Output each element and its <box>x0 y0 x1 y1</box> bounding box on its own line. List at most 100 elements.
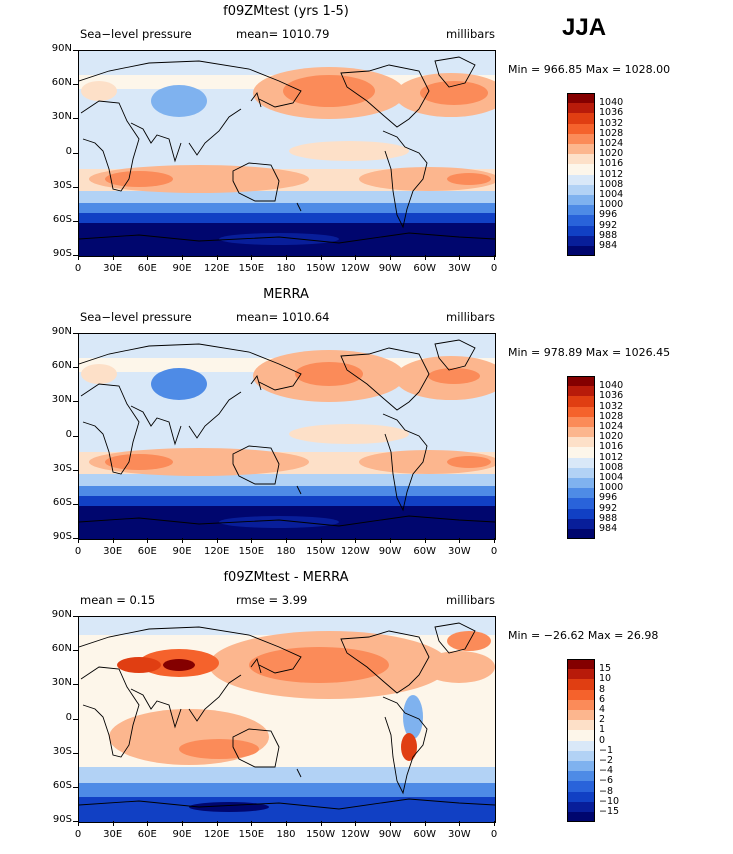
colorbar-label: 1032 <box>599 400 624 412</box>
lon-tick-label: 90W <box>378 829 402 840</box>
lat-tick <box>73 786 78 788</box>
lon-tick <box>286 821 287 826</box>
lon-tick <box>494 538 495 543</box>
lat-tick <box>73 118 78 120</box>
asian-low <box>151 85 207 117</box>
colorbar-swatch <box>567 113 595 124</box>
lon-tick <box>112 538 114 543</box>
lon-tick-label: 0 <box>74 546 82 557</box>
colorbar-label: −4 <box>599 765 614 777</box>
lat-tick <box>73 152 78 154</box>
lon-tick-label: 60E <box>137 546 157 557</box>
south-atlantic-core <box>447 456 491 468</box>
lat-tick-label: 30N <box>51 394 72 406</box>
lat-tick <box>73 469 78 471</box>
colorbar-swatch <box>567 679 595 690</box>
colorbar-swatch <box>567 659 595 670</box>
map-plot <box>78 333 496 540</box>
colorbar-label: 2 <box>599 714 606 726</box>
south-indian-core <box>105 171 173 187</box>
colorbar-swatch <box>567 416 595 427</box>
coastlines <box>79 622 495 810</box>
south-indian-core <box>179 739 259 759</box>
panel-title: MERRA <box>263 287 309 302</box>
lon-tick-label: 180 <box>276 263 296 274</box>
panel-unit-label: millibars <box>446 310 496 324</box>
lat-tick-label: 60S <box>52 213 72 225</box>
lon-tick <box>494 821 495 826</box>
south-atlantic-core <box>447 173 491 185</box>
colorbar-label: −10 <box>599 795 620 807</box>
lon-tick <box>251 821 253 826</box>
panel-minmax: Min = 978.89 Max = 1026.45 <box>508 346 671 359</box>
lon-tick-label: 120E <box>203 829 230 840</box>
antarctic-min <box>219 516 339 528</box>
lat-tick-label: 30N <box>51 111 72 123</box>
colorbar-swatch <box>567 133 595 144</box>
colorbar-label: 0 <box>599 734 606 746</box>
lon-tick-label: 150W <box>306 546 336 557</box>
colorbar-swatch <box>567 710 595 721</box>
colorbar-swatch <box>567 225 595 236</box>
lat-tick-label: 30S <box>52 462 72 474</box>
colorbar-swatch <box>567 396 595 407</box>
lat-tick <box>73 401 78 403</box>
lat-tick-label: 90S <box>52 531 72 542</box>
colorbar-swatch <box>567 750 595 761</box>
colorbar-label: −8 <box>599 785 614 797</box>
colorbar-label: −6 <box>599 775 614 787</box>
colorbar-label: 1020 <box>599 148 624 160</box>
lat-tick <box>73 220 78 222</box>
lon-tick-label: 90E <box>172 546 192 557</box>
lon-tick <box>147 538 149 543</box>
colorbar-swatch <box>567 447 595 458</box>
lon-tick-label: 150E <box>238 829 265 840</box>
colorbar-swatch <box>567 669 595 680</box>
panel-obs: MERRA Sea−level pressure mean= 1010.64 mill… <box>0 283 733 573</box>
lon-tick-label: 180 <box>276 829 296 840</box>
middle-east-positive <box>117 657 161 673</box>
panel-center-label: mean= 1010.79 <box>236 27 330 41</box>
colorbar-label: 15 <box>599 663 612 675</box>
colorbar-swatch <box>567 427 595 438</box>
lon-tick-label: 0 <box>74 829 82 840</box>
colorbar-label: 1016 <box>599 441 624 453</box>
colorbar-swatch <box>567 761 595 772</box>
colorbar-label: −15 <box>599 806 620 817</box>
lat-tick <box>73 186 78 188</box>
lat-tick-label: 30S <box>52 179 72 191</box>
colorbar-swatch <box>567 184 595 195</box>
panel-left-label: Sea−level pressure <box>80 27 192 41</box>
colorbar-swatch <box>567 205 595 216</box>
colorbar-label: 992 <box>599 219 618 231</box>
lon-tick-label: 60W <box>413 546 436 557</box>
southern-band-3 <box>79 496 495 506</box>
lon-tick <box>390 821 391 826</box>
colorbar-label: 988 <box>599 229 618 241</box>
colorbar-label: 1012 <box>599 168 624 180</box>
colorbar-label: 1036 <box>599 390 624 402</box>
lon-tick-label: 30E <box>103 263 123 274</box>
colorbar-label: 1028 <box>599 127 624 139</box>
colorbar-swatch <box>567 103 595 114</box>
lon-tick <box>459 255 461 260</box>
lat-tick <box>73 84 78 86</box>
lat-tick <box>73 616 78 617</box>
colorbar-label: 984 <box>599 240 618 251</box>
colorbar-swatch <box>567 164 595 175</box>
antarctic-min <box>219 233 339 245</box>
lon-tick-label: 0 <box>490 829 498 840</box>
lon-tick <box>112 255 114 260</box>
colorbar-swatch <box>567 689 595 700</box>
lon-tick <box>424 821 426 826</box>
coastlines <box>79 56 495 244</box>
lat-tick <box>73 650 78 652</box>
lon-tick-label: 30E <box>103 546 123 557</box>
lat-tick <box>73 821 78 822</box>
colorbar-label: 1008 <box>599 461 624 473</box>
panel-left-label: mean = 0.15 <box>80 593 156 607</box>
andes-positive <box>401 733 417 761</box>
panel-unit-label: millibars <box>446 27 496 41</box>
panel-left-label: Sea−level pressure <box>80 310 192 324</box>
lon-tick-label: 0 <box>74 263 82 274</box>
